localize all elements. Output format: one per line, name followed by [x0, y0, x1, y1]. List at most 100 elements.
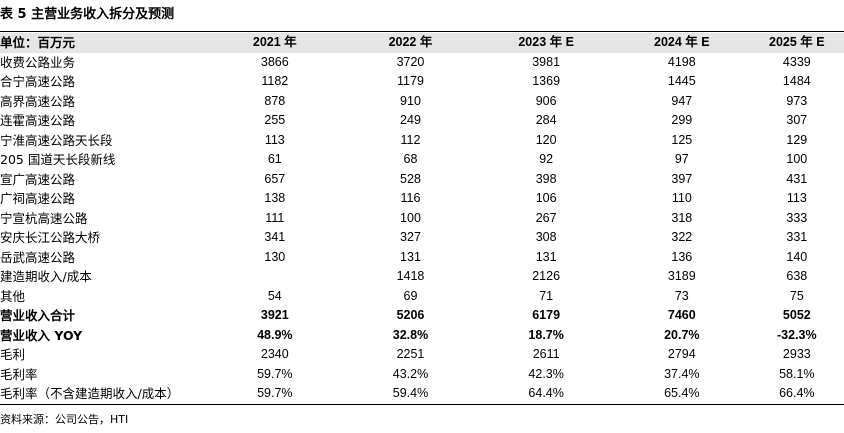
- unit-header: 单位：百万元: [0, 33, 207, 53]
- row-label: 安庆长江公路大桥: [0, 230, 101, 245]
- table-cell: 120: [535, 132, 557, 147]
- table-cell: 657: [264, 171, 286, 186]
- table-cell: 322: [671, 230, 693, 244]
- table-row: 收费公路业务 3866 3720 3981 4198 4339: [0, 53, 844, 73]
- table-cell: 2933: [782, 347, 811, 361]
- row-label: 宣广高速公路: [0, 171, 76, 187]
- row-label: 其他: [0, 288, 26, 304]
- table-cell: 4198: [667, 54, 696, 69]
- table-cell: 906: [535, 93, 557, 108]
- table-row: 毛利 2340 2251 2611 2794 2933: [0, 345, 844, 365]
- table-cell: 638: [786, 269, 808, 283]
- table-cell: 397: [671, 171, 693, 186]
- table-cell: 341: [264, 230, 286, 244]
- table-cell: 92: [539, 152, 554, 166]
- table-cell: 65.4%: [613, 384, 750, 405]
- table-cell: 299: [671, 113, 693, 127]
- table-cell: 2611: [532, 347, 560, 361]
- year-header: 2025 年 E: [749, 33, 844, 53]
- row-label: 建造期收入/成本: [0, 269, 92, 284]
- table-cell: 66.4%: [749, 384, 844, 405]
- table-cell: [207, 267, 343, 287]
- table-cell: 3866: [260, 54, 289, 69]
- table-cell: 318: [671, 210, 693, 225]
- table-cell: 140: [786, 249, 808, 264]
- table-cell: 59.7%: [257, 366, 293, 381]
- table-cell: 43.2%: [392, 366, 429, 381]
- table-cell: 54: [267, 288, 282, 303]
- table-cell: 112: [400, 132, 421, 147]
- table-cell: 398: [535, 171, 557, 186]
- table-cell: 111: [265, 210, 285, 225]
- row-label: 合宁高速公路: [0, 74, 76, 89]
- table-cell: 2794: [667, 347, 696, 361]
- row-label: 宁淮高速公路天长段: [0, 132, 113, 148]
- table-cell: 113: [264, 132, 285, 147]
- table-cell: 48.9%: [257, 327, 293, 342]
- table-cell: 1369: [532, 74, 561, 88]
- row-label: 205 国道天长段新线: [0, 152, 116, 167]
- table-cell: 2340: [260, 347, 289, 361]
- table-cell: 100: [786, 152, 808, 166]
- table-row: 宁淮高速公路天长段 113 112 120 125 129: [0, 131, 844, 151]
- table-cell: 110: [671, 191, 692, 205]
- table-row: 其他 54 69 71 73 75: [0, 287, 844, 307]
- table-cell: 284: [535, 113, 557, 127]
- table-cell: 68: [403, 152, 418, 166]
- table-cell: 18.7%: [528, 327, 564, 342]
- table-cell: 131: [400, 249, 421, 264]
- table-row: 安庆长江公路大桥 341 327 308 322 331: [0, 228, 844, 248]
- table-cell: 973: [786, 93, 808, 108]
- table-cell: 307: [786, 113, 808, 127]
- table-cell: 331: [786, 230, 808, 244]
- table-cell: 333: [786, 210, 808, 225]
- table-cell: -32.3%: [777, 327, 817, 342]
- table-title: 表 5 主营业务收入拆分及预测: [0, 7, 175, 22]
- table-cell: 3921: [260, 308, 289, 322]
- table-cell: 878: [264, 93, 286, 108]
- table-row: 毛利率（不含建造期收入/成本） 59.7% 59.4% 64.4% 65.4% 66.4%: [0, 384, 844, 405]
- table-cell: 71: [539, 288, 554, 303]
- table-row: 广祠高速公路 138 116 106 110 113: [0, 189, 844, 209]
- table-row: 连霍高速公路 255 249 284 299 307: [0, 111, 844, 131]
- table-cell: 1182: [261, 74, 289, 88]
- table-cell: 97: [674, 152, 689, 166]
- table-cell: 327: [400, 230, 421, 244]
- table-cell: 136: [671, 249, 693, 264]
- table-cell: 130: [264, 249, 286, 264]
- year-header: 2022 年: [342, 33, 479, 53]
- table-row: 205 国道天长段新线 61 68 92 97 100: [0, 150, 844, 170]
- table-cell: 58.1%: [779, 366, 815, 381]
- table-cell: 64.4%: [478, 384, 614, 405]
- row-label: 高界高速公路: [0, 93, 76, 109]
- table-header-row: 单位：百万元 2021 年 2022 年 2023 年 E 2024 年 E 2…: [0, 33, 844, 53]
- row-label: 毛利: [0, 347, 26, 362]
- table-cell: 116: [400, 191, 421, 205]
- row-label: 营业收入 YOY: [0, 327, 83, 343]
- table-cell: 131: [535, 249, 557, 264]
- table-cell: 75: [789, 288, 804, 303]
- table-cell: 3189: [667, 269, 696, 283]
- year-header: 2021 年: [206, 33, 343, 53]
- row-label: 营业收入合计: [0, 308, 76, 323]
- table-cell: 129: [786, 132, 808, 147]
- table-cell: 431: [786, 171, 808, 186]
- table-cell: 2126: [532, 269, 561, 283]
- title-rule: [0, 31, 844, 32]
- table-cell: 1418: [396, 269, 425, 283]
- table-cell: 106: [535, 191, 557, 205]
- table-cell: 5052: [782, 308, 811, 322]
- row-label: 岳武高速公路: [0, 249, 76, 265]
- table-row: 宁宣杭高速公路 111 100 267 318 333: [0, 209, 844, 229]
- row-label: 毛利率（不含建造期收入/成本）: [0, 384, 207, 405]
- table-cell: 7460: [667, 308, 696, 322]
- table-cell: 100: [400, 210, 421, 225]
- table-row: 建造期收入/成本 1418 2126 3189 638: [0, 267, 844, 287]
- source-note: 资料来源：公司公告，HTI: [0, 413, 129, 426]
- table-cell: 42.3%: [528, 366, 564, 381]
- table-row: 毛利率 59.7% 43.2% 42.3% 37.4% 58.1%: [0, 365, 844, 385]
- table-cell: 2251: [396, 347, 425, 361]
- table-cell: 5206: [396, 308, 425, 322]
- table-cell: 947: [671, 93, 693, 108]
- table-cell: 138: [264, 191, 286, 205]
